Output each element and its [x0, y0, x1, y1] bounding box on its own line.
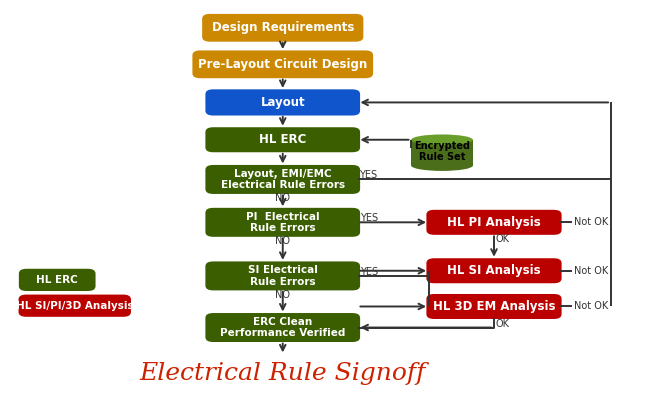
Bar: [411, 140, 473, 166]
Text: Encrypted
Rule Set: Encrypted Rule Set: [414, 141, 470, 162]
Text: Not OK: Not OK: [574, 217, 608, 227]
Text: Not OK: Not OK: [574, 266, 608, 276]
FancyBboxPatch shape: [205, 262, 360, 291]
Text: NO: NO: [275, 236, 291, 246]
Ellipse shape: [411, 160, 473, 171]
Text: HL PI Analysis: HL PI Analysis: [447, 216, 541, 229]
Text: OK: OK: [495, 234, 510, 244]
FancyBboxPatch shape: [205, 165, 360, 194]
Text: HL ERC: HL ERC: [259, 133, 306, 146]
FancyBboxPatch shape: [192, 50, 373, 78]
Text: PI  Electrical
Rule Errors: PI Electrical Rule Errors: [246, 212, 320, 233]
Text: ERC Clean
Performance Verified: ERC Clean Performance Verified: [220, 317, 345, 338]
FancyBboxPatch shape: [19, 295, 131, 317]
FancyBboxPatch shape: [202, 14, 363, 42]
FancyBboxPatch shape: [426, 294, 562, 319]
FancyBboxPatch shape: [205, 208, 360, 237]
Text: SI Electrical
Rule Errors: SI Electrical Rule Errors: [248, 265, 318, 287]
Text: NO: NO: [275, 193, 291, 203]
Text: Pre-Layout Circuit Design: Pre-Layout Circuit Design: [198, 58, 367, 71]
Text: NO: NO: [275, 289, 291, 300]
Text: Not OK: Not OK: [574, 301, 608, 312]
Text: HL SI/PI/3D Analysis: HL SI/PI/3D Analysis: [16, 301, 133, 311]
Text: Layout: Layout: [261, 96, 305, 109]
Ellipse shape: [411, 135, 473, 145]
Text: HL SI Analysis: HL SI Analysis: [447, 264, 541, 277]
Text: HL 3D EM Analysis: HL 3D EM Analysis: [433, 300, 555, 313]
Text: YES: YES: [359, 170, 377, 181]
FancyBboxPatch shape: [205, 89, 360, 116]
Text: YES: YES: [360, 267, 378, 277]
FancyBboxPatch shape: [426, 210, 562, 235]
Text: YES: YES: [360, 213, 378, 224]
Text: OK: OK: [495, 319, 510, 330]
Text: Design Requirements: Design Requirements: [211, 21, 354, 34]
FancyBboxPatch shape: [19, 269, 96, 291]
FancyBboxPatch shape: [205, 127, 360, 152]
Text: Electrical Rule Signoff: Electrical Rule Signoff: [140, 362, 426, 385]
Text: Layout, EMI/EMC
Electrical Rule Errors: Layout, EMI/EMC Electrical Rule Errors: [221, 169, 344, 190]
Text: HL ERC: HL ERC: [36, 275, 78, 285]
FancyBboxPatch shape: [426, 258, 562, 283]
FancyBboxPatch shape: [205, 313, 360, 342]
